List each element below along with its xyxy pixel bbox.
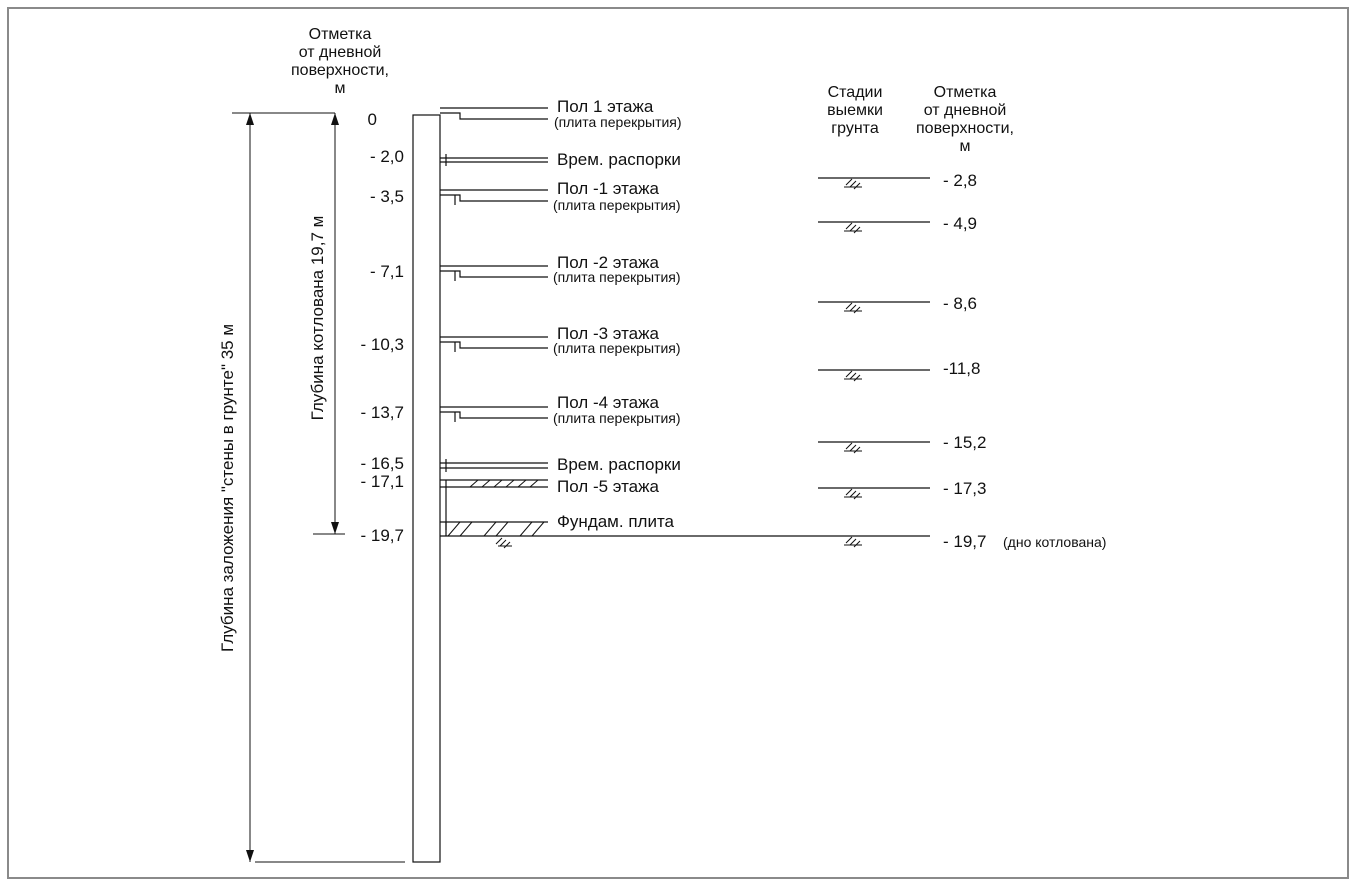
level-sub-floor-1: (плита перекрытия) [554, 114, 682, 130]
right-marks-header-line-1: Отметка [934, 84, 997, 101]
left-mark-16-5: - 16,5 [361, 454, 404, 473]
left-mark-19-7: - 19,7 [361, 526, 404, 545]
level-sub-floor-minus-1: (плита перекрытия) [553, 197, 681, 213]
left-header-line-4: м [335, 80, 346, 97]
excavation-stage-1 [818, 177, 930, 190]
excavation-stage-3 [818, 301, 930, 314]
wall-depth-label: Глубина заложения "стены в грунте" 35 м [218, 324, 237, 652]
left-mark-0: 0 [368, 110, 377, 129]
stages-header-line-2: выемки [827, 102, 883, 119]
right-marks-header-line-3: поверхности, [916, 120, 1014, 137]
excavation-stage-2 [818, 221, 930, 234]
left-header-line-2: от дневной [299, 44, 382, 61]
level-title-floor-minus-3: Пол -3 этажа [557, 324, 660, 343]
level-title-floor-1: Пол 1 этажа [557, 97, 654, 116]
pit-bottom-note: (дно котлована) [1003, 534, 1106, 550]
slab-floor-minus-4 [440, 406, 548, 422]
stages-header-line-3: грунта [831, 120, 879, 137]
right-marks-header-line-4: м [960, 138, 971, 155]
left-mark-7-1: - 7,1 [370, 262, 404, 281]
left-header-line-1: Отметка [309, 26, 372, 43]
level-title-floor-minus-1: Пол -1 этажа [557, 179, 660, 198]
left-mark-17-1: - 17,1 [361, 472, 404, 491]
level-title-strut-1: Врем. распорки [557, 150, 681, 169]
level-title-floor-minus-4: Пол -4 этажа [557, 393, 660, 412]
stage-mark-4: -11,8 [943, 359, 981, 378]
wall-depth-dimension [232, 112, 405, 863]
left-header-line-3: поверхности, [291, 62, 389, 79]
excavation-stage-6 [818, 487, 930, 500]
level-title-foundation: Фундам. плита [557, 512, 675, 531]
pit-depth-label: Глубина котлована 19,7 м [308, 216, 327, 421]
left-mark-3-5: - 3,5 [370, 187, 404, 206]
slab-floor-1 [440, 107, 548, 120]
stage-mark-2: - 4,9 [943, 214, 977, 233]
slab-floor-minus-2 [440, 265, 548, 281]
stages-header-line-1: Стадии [828, 84, 883, 101]
stage-mark-5: - 15,2 [943, 433, 986, 452]
foundation-slab [440, 521, 930, 549]
stage-mark-6: - 17,3 [943, 479, 986, 498]
left-mark-2-0: - 2,0 [370, 147, 404, 166]
level-sub-floor-minus-4: (плита перекрытия) [553, 410, 681, 426]
excavation-stage-7 [844, 536, 862, 548]
level-title-floor-minus-2: Пол -2 этажа [557, 253, 660, 272]
pit-depth-dimension [313, 113, 345, 535]
diaphragm-wall [412, 114, 441, 863]
slab-floor-minus-1 [440, 189, 548, 205]
slab-floor-minus-3 [440, 336, 548, 352]
level-title-strut-2: Врем. распорки [557, 455, 681, 474]
level-sub-floor-minus-3: (плита перекрытия) [553, 340, 681, 356]
left-mark-10-3: - 10,3 [361, 335, 404, 354]
excavation-stage-4 [818, 369, 930, 382]
diagram-frame [7, 7, 1349, 879]
stage-mark-7: - 19,7 [943, 532, 986, 551]
strut-level-2-0 [440, 154, 548, 166]
stage-mark-1: - 2,8 [943, 171, 977, 190]
strut-level-16-5 [440, 459, 548, 472]
level-sub-floor-minus-2: (плита перекрытия) [553, 269, 681, 285]
level-title-floor-minus-5: Пол -5 этажа [557, 477, 660, 496]
stage-mark-3: - 8,6 [943, 294, 977, 313]
right-marks-header-line-2: от дневной [924, 102, 1007, 119]
excavation-stage-5 [818, 441, 930, 454]
left-mark-13-7: - 13,7 [361, 403, 404, 422]
